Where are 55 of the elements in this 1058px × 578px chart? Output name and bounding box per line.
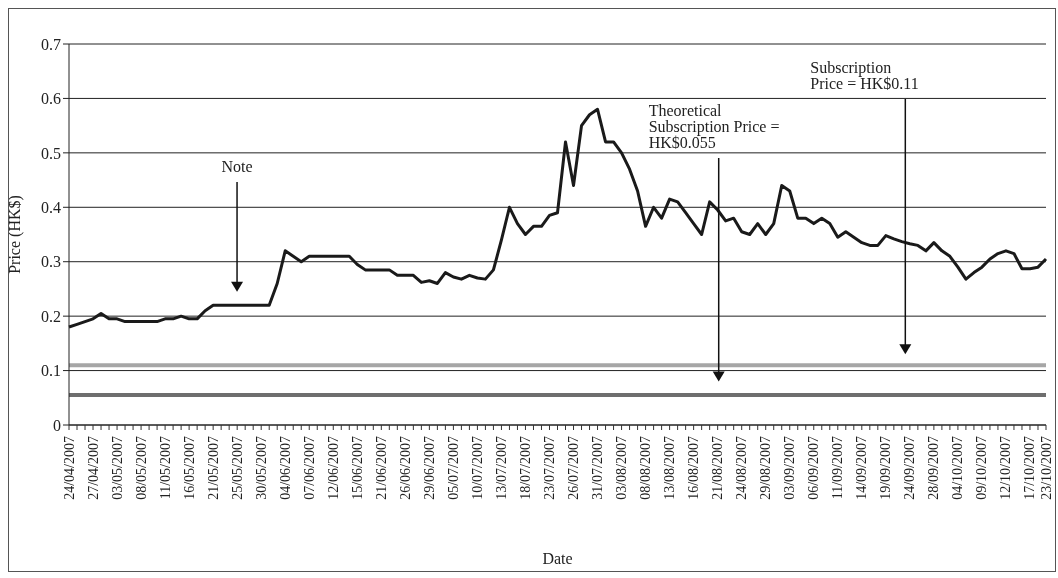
x-axis-title: Date: [542, 550, 573, 567]
y-tick-label: 0.5: [41, 144, 61, 162]
x-tick-label: 03/05/2007: [109, 436, 125, 500]
annotation: Subscription Price = HK$0.11: [810, 59, 919, 92]
x-tick-label: 16/08/2007: [686, 436, 702, 500]
y-tick-label: 0.6: [41, 90, 61, 108]
annotation: Theoretical Subscription Price = HK$0.055: [648, 102, 780, 151]
y-tick-label: 0.1: [41, 362, 61, 380]
x-tick-label: 12/10/2007: [998, 436, 1014, 500]
x-tick-label: 13/07/2007: [493, 436, 509, 500]
x-tick-label: 04/10/2007: [950, 436, 966, 500]
x-tick-label: 04/06/2007: [277, 436, 293, 500]
x-tick-label: 24/08/2007: [734, 436, 750, 500]
x-tick-label: 26/06/2007: [397, 436, 413, 500]
x-tick-label: 18/07/2007: [517, 436, 533, 500]
x-tick-label: 13/08/2007: [662, 436, 678, 500]
x-tick-label: 06/09/2007: [806, 436, 822, 500]
y-axis-title: Price (HK$): [5, 195, 24, 274]
x-tick-label: 23/10/2007: [1038, 436, 1054, 500]
x-tick-label: 11/05/2007: [157, 436, 173, 500]
x-tick-label: 09/10/2007: [974, 436, 990, 500]
y-tick-label: 0.3: [41, 253, 61, 271]
x-tick-label: 24/09/2007: [902, 436, 918, 500]
x-tick-label: 10/07/2007: [469, 436, 485, 500]
y-tick-label: 0.2: [41, 307, 61, 325]
x-tick-label: 21/06/2007: [373, 436, 389, 500]
x-tick-label: 21/05/2007: [205, 436, 221, 500]
x-tick-label: 27/04/2007: [85, 436, 101, 500]
y-tick-label: 0.4: [41, 198, 61, 216]
x-tick-label: 21/08/2007: [710, 436, 726, 500]
x-tick-label: 15/06/2007: [349, 436, 365, 500]
x-tick-label: 29/08/2007: [758, 436, 774, 500]
x-tick-label: 17/10/2007: [1022, 436, 1038, 500]
x-tick-label: 11/09/2007: [830, 436, 846, 500]
y-tick-label: 0: [53, 416, 61, 434]
x-tick-label: 30/05/2007: [253, 436, 269, 500]
x-tick-label: 05/07/2007: [445, 436, 461, 500]
x-tick-label: 03/09/2007: [782, 436, 798, 500]
x-tick-label: 16/05/2007: [181, 436, 197, 500]
y-tick-label: 0.7: [41, 35, 61, 53]
x-tick-label: 25/05/2007: [229, 436, 245, 500]
x-tick-label: 28/09/2007: [926, 436, 942, 500]
x-tick-label: 12/06/2007: [325, 436, 341, 500]
x-tick-label: 08/08/2007: [638, 436, 654, 500]
x-tick-label: 03/08/2007: [614, 436, 630, 500]
x-tick-label: 29/06/2007: [421, 436, 437, 500]
x-tick-label: 24/04/2007: [61, 436, 77, 500]
x-tick-label: 07/06/2007: [301, 436, 317, 500]
x-tick-label: 26/07/2007: [566, 436, 582, 500]
x-tick-label: 14/09/2007: [854, 436, 870, 500]
x-tick-label: 19/09/2007: [878, 436, 894, 500]
x-tick-label: 08/05/2007: [133, 436, 149, 500]
annotation: Note: [221, 158, 253, 175]
x-tick-label: 23/07/2007: [541, 436, 557, 500]
x-tick-label: 31/07/2007: [590, 436, 606, 500]
